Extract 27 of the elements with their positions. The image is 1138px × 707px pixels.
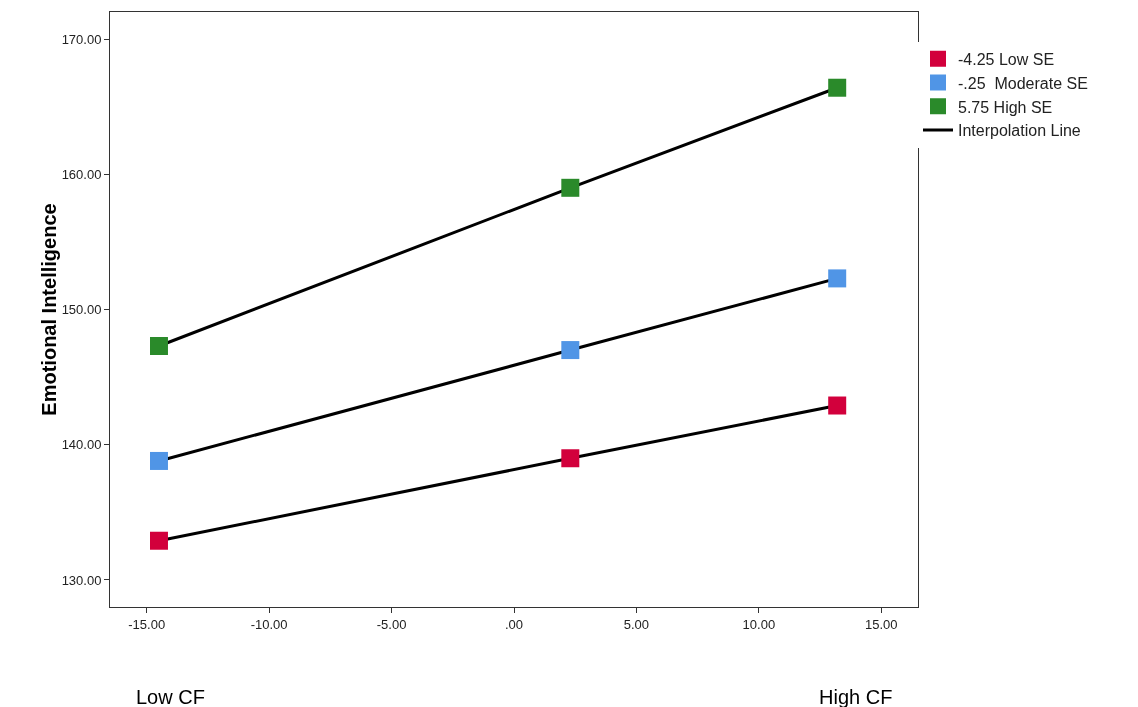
y-axis-title: Emotional Intelligence [37,203,60,416]
point [828,78,847,97]
point [828,269,847,288]
point [149,337,168,356]
x-tick-label: -15.00 [128,616,166,632]
y-tick-label: 150.00 [61,302,102,318]
x-tick-label: -5.00 [376,616,407,632]
y-tick-label: 130.00 [61,572,102,588]
y-tick-label: 140.00 [61,437,102,453]
text: Low CF [136,686,205,707]
legend-label: -.25 Moderate SE [958,74,1088,92]
x-tick-label: -10.00 [250,616,288,632]
point [561,341,580,360]
point [149,451,168,470]
legend-label: Interpolation Line [958,122,1081,140]
legend-label: 5.75 High SE [958,98,1053,116]
y-tick-label: 160.00 [61,166,102,182]
x-tick-label: .00 [504,616,524,632]
x-tick-label: 10.00 [742,616,776,632]
legend-label: -4.25 Low SE [958,50,1055,68]
point [828,396,847,415]
point [149,531,168,550]
y-tick-label: 170.00 [61,31,102,47]
x-tick-label: 15.00 [865,616,898,632]
point [561,178,580,197]
x-tick-label: 5.00 [623,616,650,632]
point [561,449,580,468]
